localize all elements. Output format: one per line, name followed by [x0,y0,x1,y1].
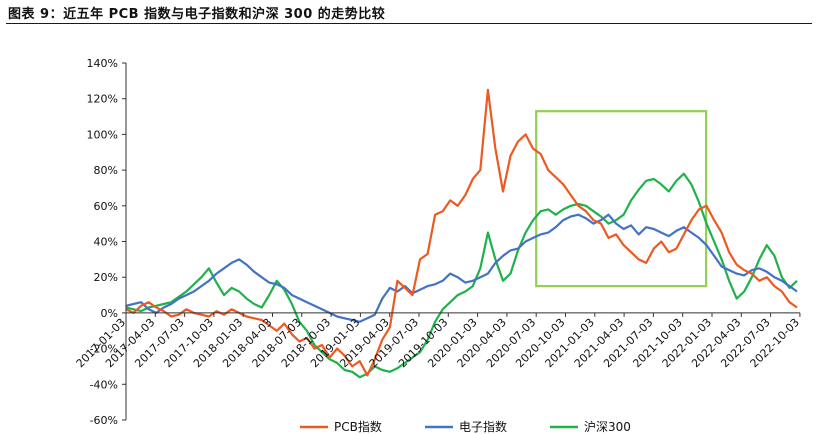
figure-title: 图表 9：近五年 PCB 指数与电子指数和沪深 300 的走势比较 [8,7,386,22]
y-tick-label: 20% [94,271,118,284]
y-tick-label: 140% [87,57,118,70]
legend: PCB指数 电子指数 沪深300 [300,419,631,434]
y-tick-label: 80% [94,164,118,177]
series-layer [125,88,798,379]
y-tick-label: 40% [94,236,118,249]
highlight-box [535,110,708,288]
title-rule [6,23,812,24]
y-tick-label: -20% [90,343,118,356]
x-axis: 2017-01-032017-04-032017-07-032017-10-03… [74,312,802,370]
series-line-2 [125,213,798,323]
legend-label: PCB指数 [334,419,382,434]
y-tick-label: -60% [90,414,118,427]
y-tick-label: 100% [87,128,118,141]
series-line-3 [125,172,798,379]
y-axis: -60% -40% -20% 0% 20% 40% 60% 80% 100% 120% 140% [87,57,126,427]
y-tick-label: -40% [90,378,118,391]
legend-label: 电子指数 [459,419,507,434]
y-tick-label: 0% [101,307,118,320]
y-tick-label: 60% [94,200,118,213]
series-line-1 [125,88,798,377]
legend-label: 沪深300 [584,420,631,434]
y-tick-label: 120% [87,93,118,106]
